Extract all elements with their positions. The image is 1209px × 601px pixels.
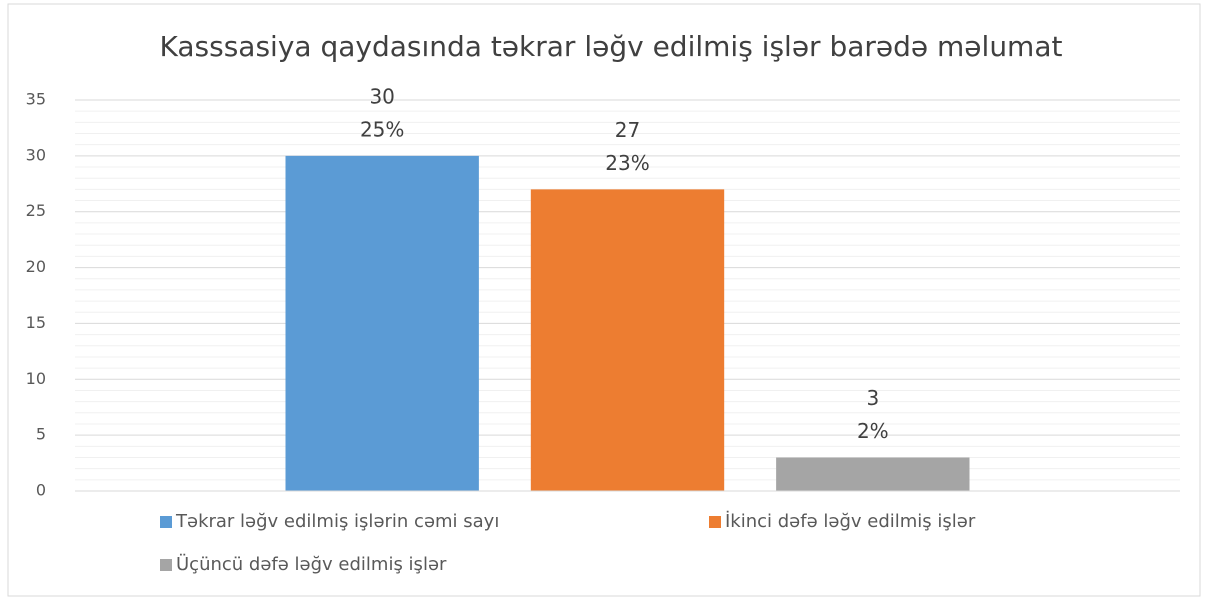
legend-label: Üçüncü dəfə ləğv edilmiş işlər (176, 553, 447, 575)
legend-swatch (709, 516, 721, 528)
bar (776, 457, 970, 491)
y-tick-label: 30 (26, 145, 46, 164)
legend-label: İkinci dəfə ləğv edilmiş işlər (725, 511, 976, 532)
share-label: 2% (857, 419, 889, 443)
share-label: 25% (360, 117, 404, 141)
legend-label: Təkrar ləğv edilmiş işlərin cəmi sayı (175, 511, 499, 532)
y-tick-label: 15 (26, 313, 46, 332)
bar (530, 189, 725, 491)
data-label: 3 (866, 386, 879, 410)
data-label: 30 (369, 84, 394, 108)
share-label: 23% (605, 151, 649, 175)
y-tick-label: 35 (26, 90, 46, 109)
data-label: 27 (615, 118, 640, 142)
chart-title: Kasssasiya qaydasında təkrar ləğv edilmi… (160, 30, 1063, 63)
y-tick-label: 10 (26, 369, 46, 388)
bar (285, 155, 479, 491)
y-tick-label: 5 (36, 425, 46, 444)
legend-swatch (160, 516, 172, 528)
y-tick-label: 20 (26, 257, 46, 276)
y-tick-label: 25 (26, 201, 46, 220)
y-tick-label: 0 (36, 481, 46, 500)
legend-swatch (160, 559, 172, 571)
